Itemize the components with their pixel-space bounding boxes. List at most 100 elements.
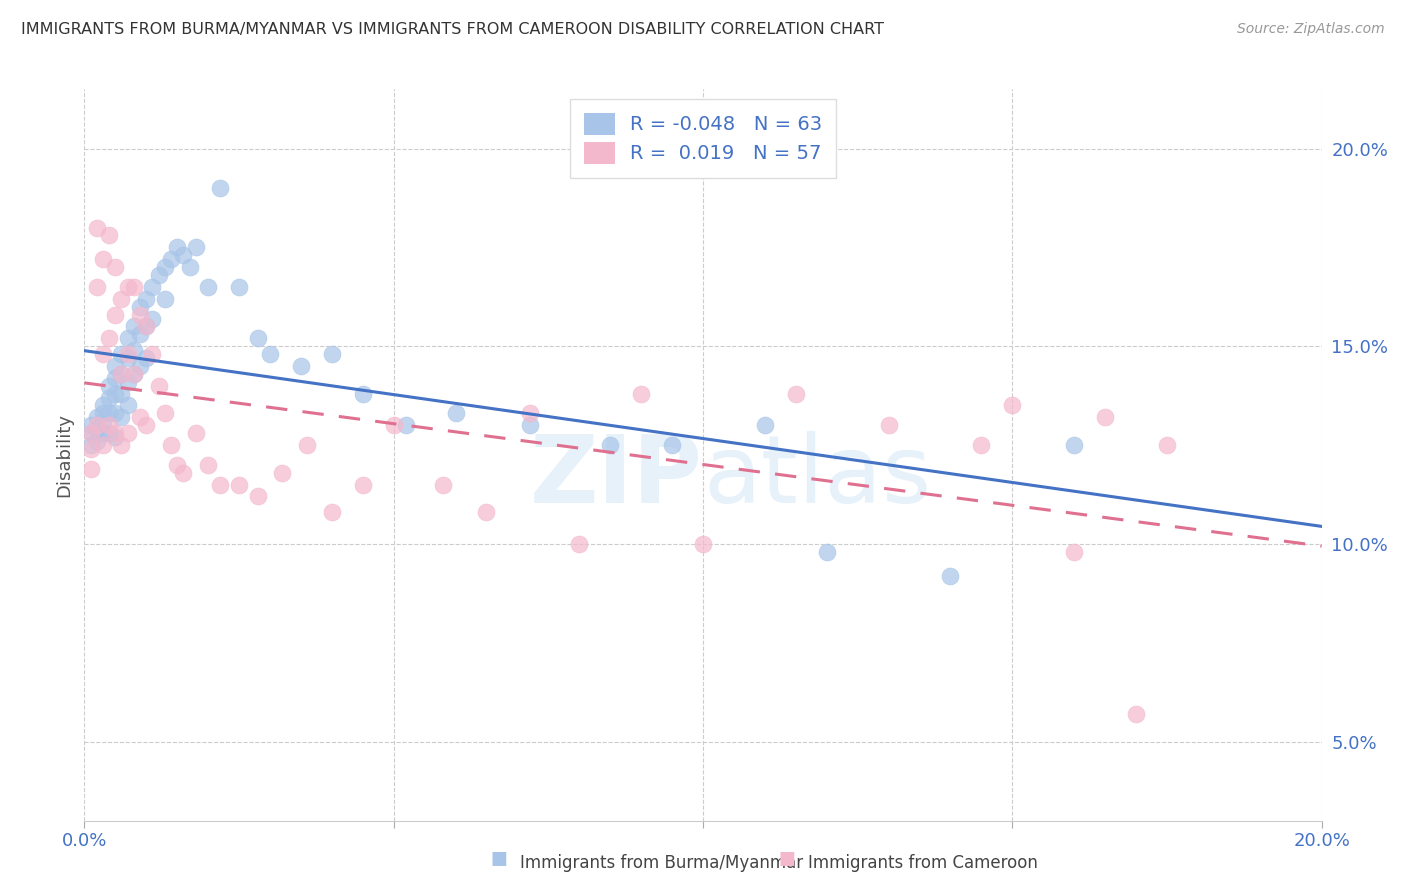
Point bbox=[209, 181, 232, 195]
Text: atlas: atlas bbox=[703, 431, 931, 523]
Point bbox=[135, 319, 157, 334]
Point bbox=[970, 438, 993, 452]
Point bbox=[135, 319, 157, 334]
Point bbox=[117, 399, 139, 413]
Point bbox=[122, 343, 145, 358]
Point bbox=[382, 418, 405, 433]
Point bbox=[352, 477, 374, 491]
Y-axis label: Disability: Disability bbox=[55, 413, 73, 497]
Point bbox=[86, 418, 108, 433]
Point bbox=[599, 438, 621, 452]
Point bbox=[122, 280, 145, 294]
Point bbox=[98, 418, 121, 433]
Point bbox=[79, 438, 101, 452]
Point bbox=[939, 568, 962, 582]
Text: ▪: ▪ bbox=[489, 843, 508, 871]
Text: ZIP: ZIP bbox=[530, 431, 703, 523]
Point bbox=[104, 386, 127, 401]
Point bbox=[91, 438, 114, 452]
Point bbox=[129, 410, 152, 425]
Point bbox=[153, 260, 176, 274]
Point bbox=[79, 442, 101, 456]
Point bbox=[91, 399, 114, 413]
Point bbox=[1125, 706, 1147, 721]
Point bbox=[122, 319, 145, 334]
Point bbox=[271, 466, 294, 480]
Point bbox=[172, 248, 194, 262]
Point bbox=[754, 418, 776, 433]
Point bbox=[110, 386, 132, 401]
Point bbox=[104, 371, 127, 385]
Point bbox=[519, 406, 541, 420]
Point bbox=[91, 252, 114, 267]
Point bbox=[153, 292, 176, 306]
Point bbox=[432, 477, 454, 491]
Point bbox=[785, 386, 807, 401]
Point bbox=[129, 327, 152, 342]
Point bbox=[877, 418, 900, 433]
Point bbox=[148, 378, 170, 392]
Point bbox=[104, 260, 127, 274]
Point bbox=[184, 426, 207, 441]
Point bbox=[117, 331, 139, 345]
Point bbox=[1094, 410, 1116, 425]
Point bbox=[104, 406, 127, 420]
Text: Immigrants from Burma/Myanmar: Immigrants from Burma/Myanmar bbox=[520, 855, 803, 872]
Point bbox=[568, 537, 591, 551]
Text: IMMIGRANTS FROM BURMA/MYANMAR VS IMMIGRANTS FROM CAMEROON DISABILITY CORRELATION: IMMIGRANTS FROM BURMA/MYANMAR VS IMMIGRA… bbox=[21, 22, 884, 37]
Point bbox=[117, 426, 139, 441]
Point bbox=[110, 438, 132, 452]
Legend: R = -0.048   N = 63, R =  0.019   N = 57: R = -0.048 N = 63, R = 0.019 N = 57 bbox=[569, 99, 837, 178]
Point bbox=[1063, 545, 1085, 559]
Point bbox=[160, 438, 183, 452]
Point bbox=[86, 410, 108, 425]
Point bbox=[246, 331, 269, 345]
Point bbox=[79, 426, 101, 441]
Point bbox=[246, 490, 269, 504]
Point bbox=[630, 386, 652, 401]
Point bbox=[197, 280, 219, 294]
Point bbox=[98, 378, 121, 392]
Point bbox=[661, 438, 683, 452]
Point bbox=[104, 426, 127, 441]
Point bbox=[228, 477, 250, 491]
Point bbox=[117, 375, 139, 389]
Point bbox=[519, 418, 541, 433]
Point bbox=[98, 331, 121, 345]
Text: Immigrants from Cameroon: Immigrants from Cameroon bbox=[808, 855, 1038, 872]
Point bbox=[148, 268, 170, 282]
Point bbox=[110, 367, 132, 381]
Point bbox=[98, 406, 121, 420]
Point bbox=[79, 418, 101, 433]
Point bbox=[129, 300, 152, 314]
Point bbox=[352, 386, 374, 401]
Point bbox=[166, 240, 188, 254]
Point bbox=[209, 477, 232, 491]
Point bbox=[79, 462, 101, 476]
Point bbox=[179, 260, 201, 274]
Point bbox=[141, 311, 163, 326]
Point bbox=[141, 280, 163, 294]
Point bbox=[166, 458, 188, 472]
Point bbox=[110, 347, 132, 361]
Point bbox=[815, 545, 838, 559]
Point bbox=[321, 505, 343, 519]
Point bbox=[184, 240, 207, 254]
Point bbox=[104, 359, 127, 373]
Point bbox=[135, 292, 157, 306]
Point bbox=[91, 414, 114, 428]
Point bbox=[104, 430, 127, 444]
Point bbox=[1063, 438, 1085, 452]
Point bbox=[110, 367, 132, 381]
Point bbox=[135, 418, 157, 433]
Point bbox=[295, 438, 318, 452]
Point bbox=[117, 347, 139, 361]
Point bbox=[228, 280, 250, 294]
Point bbox=[122, 367, 145, 381]
Point bbox=[172, 466, 194, 480]
Point bbox=[104, 308, 127, 322]
Point bbox=[129, 359, 152, 373]
Point bbox=[1156, 438, 1178, 452]
Point bbox=[1001, 399, 1024, 413]
Point bbox=[110, 410, 132, 425]
